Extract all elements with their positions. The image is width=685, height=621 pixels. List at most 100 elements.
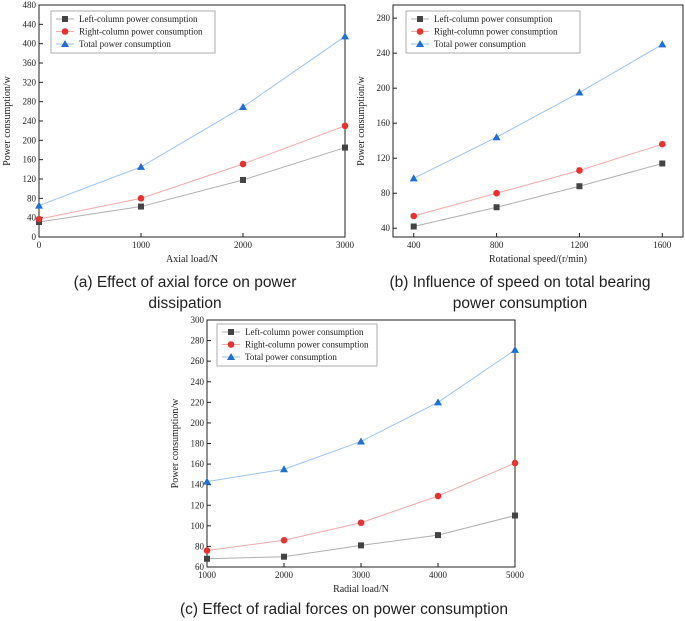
chart-b-series-2-point: [410, 212, 418, 220]
chart-a-legend-marker-2: [61, 28, 69, 35]
chart-c-series-3-point: [511, 345, 519, 353]
chart-c-legend-marker-3: [227, 353, 235, 360]
chart-b-series-2-line: [413, 143, 663, 217]
chart-b-legend: [405, 10, 581, 54]
chart-b-caption-line-2: power consumption: [453, 295, 587, 312]
chart-b-xlabel: Rotational speed/(r/min): [489, 254, 587, 265]
chart-b-ytick-label: 120: [377, 153, 391, 163]
chart-a-legend-marker-1: [62, 16, 68, 22]
chart-a-series-1-point: [240, 176, 246, 183]
chart-b-series-3-point: [409, 174, 418, 182]
chart-c-legend-marker-1: [228, 329, 234, 335]
chart-a-ylabel: Power consumption/w: [2, 75, 13, 165]
chart-c-series-3-point: [357, 437, 365, 445]
chart-c-series-1-point: [512, 512, 518, 519]
chart-c-ytick-label: 120: [191, 500, 205, 510]
chart-c-ytick-label: 180: [191, 439, 205, 449]
chart-b-legend-label-2: Right-column power consumption: [434, 27, 558, 37]
chart-c-series-2-point: [434, 492, 442, 500]
chart-a-series-1-point: [342, 144, 348, 151]
chart-a-legend-marker-3: [61, 40, 69, 47]
chart-b-series-1-line: [413, 162, 663, 227]
chart-c-series-2-point: [280, 536, 288, 544]
chart-c-xtick-label: 4000: [429, 570, 448, 580]
chart-c-legend: [216, 323, 378, 367]
chart-b-plot-frame: [392, 4, 684, 238]
chart-c-series-3-line: [206, 349, 516, 483]
chart-c-series-3-point: [280, 465, 288, 473]
chart-b-ytick-label: 280: [377, 13, 391, 23]
chart-c-series-1-point: [204, 555, 210, 562]
chart-c-ytick-label: 240: [191, 377, 205, 387]
chart-c-ylabel: Power consumption/w: [170, 398, 181, 488]
chart-a-ytick-label: 240: [23, 116, 37, 126]
chart-a-ytick-label: 480: [23, 0, 37, 10]
chart-c-ytick-label: 100: [191, 521, 205, 531]
chart-c-xlabel: Radial load/N: [333, 584, 389, 595]
chart-a-series-2-point: [137, 195, 145, 202]
chart-a-ytick-label: 320: [23, 77, 37, 87]
chart-b-ytick-label: 80: [381, 188, 391, 198]
chart-b-legend-marker-3: [416, 40, 424, 47]
chart-a-xtick-label: 2000: [234, 240, 253, 250]
chart-b-ytick-label: 40: [381, 223, 391, 233]
chart-c-ytick-label: 60: [195, 562, 205, 572]
chart-b-legend-label-1: Left-column power consumption: [434, 14, 553, 24]
chart-a-legend: [50, 10, 216, 54]
chart-a-series-2-point: [239, 160, 247, 168]
chart-a-ytick-label: 120: [23, 174, 37, 184]
chart-a-series-3-point: [239, 102, 247, 110]
chart-b: 40 80 120 160 200 240 280 400 800 1200 1600 Rotatio…: [356, 4, 684, 312]
chart-a-series-2-point: [35, 215, 43, 223]
chart-b-xtick-label: 1200: [570, 240, 589, 250]
chart-b-series-3-point: [575, 88, 584, 96]
chart-a-series-2-line: [38, 125, 346, 220]
chart-a-ytick-label: 400: [23, 39, 37, 49]
chart-c-series-1-point: [358, 542, 364, 549]
chart-a-ytick-label: 200: [23, 135, 37, 145]
chart-a-xtick-label: 1000: [132, 240, 151, 250]
chart-a-ytick-label: 440: [23, 19, 37, 29]
chart-a-series-2-point: [341, 122, 349, 130]
chart-a-series-3-point: [341, 32, 349, 40]
chart-c-xtick-label: 2000: [275, 570, 294, 580]
chart-b-ylabel: Power consumption/w: [356, 75, 367, 165]
chart-c-series-1-point: [281, 553, 287, 560]
chart-a-legend-label-2: Right-column power consumption: [79, 27, 203, 37]
chart-a-series-1-point: [138, 203, 144, 210]
chart-c-legend-label-3: Total power consumption: [245, 352, 337, 362]
chart-a-caption-line-1: (a) Effect of axial force on power: [74, 274, 297, 291]
chart-b-legend-marker-2: [416, 28, 424, 35]
chart-c-xtick-label: 3000: [352, 570, 371, 580]
chart-c-caption-line-1: (c) Effect of radial forces on power con…: [180, 601, 508, 618]
chart-c-ytick-label: 160: [191, 459, 205, 469]
chart-c-ytick-label: 300: [191, 315, 205, 325]
chart-a-ytick-label: 80: [27, 193, 37, 203]
chart-c-legend-marker-2: [227, 341, 235, 348]
chart-c-ytick-label: 80: [195, 541, 205, 551]
chart-c-ytick-label: 260: [191, 356, 205, 366]
chart-c-xtick-label: 1000: [198, 570, 217, 580]
chart-b-series-2-point: [576, 167, 583, 174]
chart-a-ytick-label: 40: [27, 213, 37, 223]
chart-c-legend-label-2: Right-column power consumption: [245, 340, 369, 350]
chart-a: 0 40 80 120 160 200 240 280 320 360 400 440 480 0 1000…: [2, 0, 355, 312]
chart-b-series-3-point: [492, 133, 501, 141]
chart-c-series-3-point: [203, 477, 211, 485]
chart-a-xlabel: Axial load/N: [166, 254, 218, 265]
chart-b-series-2-point: [658, 140, 666, 148]
chart-c-series-3-point: [434, 398, 442, 406]
chart-b-caption-line-1: (b) Influence of speed on total bearing: [389, 274, 650, 291]
chart-c-ytick-label: 280: [191, 336, 205, 346]
chart-a-legend-label-3: Total power consumption: [79, 39, 171, 49]
chart-a-ytick-label: 360: [23, 58, 37, 68]
chart-b-series-2-point: [493, 189, 500, 197]
chart-c-series-1-point: [435, 532, 441, 539]
chart-b-series-3-point: [658, 40, 667, 48]
chart-c-ytick-label: 220: [191, 397, 205, 407]
chart-c: 60 80 100 120 140 160 180 200 220 240 260 280 300 100…: [170, 315, 525, 618]
chart-b-ytick-label: 200: [377, 83, 391, 93]
chart-b-series-3-line: [413, 43, 663, 179]
chart-a-ytick-label: 160: [23, 155, 37, 165]
